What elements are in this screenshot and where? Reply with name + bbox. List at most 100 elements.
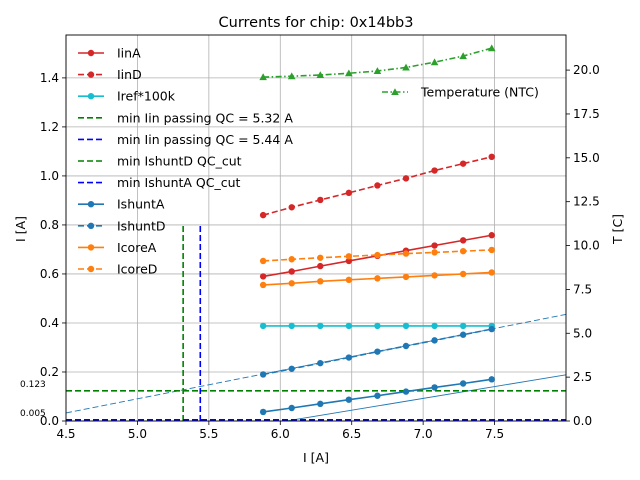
x-tick-label: 7.5	[485, 427, 504, 441]
legend: IinA IinD Iref*100k min Iin passing QC = 5.…	[78, 46, 293, 277]
series-ishuntd-point	[459, 331, 467, 338]
y-axis-label: I [A]	[13, 216, 28, 242]
series-iref-100k-point	[402, 322, 410, 330]
legend-label: Temperature (NTC)	[420, 85, 539, 100]
series-ishuntd-point	[317, 359, 324, 367]
series-ishunta-point	[431, 384, 438, 391]
series-icorea-point	[345, 276, 353, 284]
legend-label: IcoreD	[117, 262, 157, 277]
series-iref-100k-point	[345, 322, 353, 330]
series-iina-point	[459, 237, 467, 244]
ishunta-fit-line	[283, 374, 566, 421]
series-temperature-ntc-point	[430, 58, 439, 66]
series-iind-point	[259, 211, 267, 219]
series-iref-100k-point	[459, 322, 467, 330]
series-iind-point	[374, 182, 381, 189]
series-icorea-point	[317, 278, 324, 285]
series-iref-100k-point	[431, 322, 438, 330]
series-iina-point	[288, 268, 295, 275]
y2-tick-label: 7.5	[573, 282, 592, 296]
legend-label: min IshuntA QC_cut	[117, 175, 241, 190]
series-ishunta-point	[345, 396, 353, 403]
series-ishunta-point	[374, 392, 381, 399]
series-ishuntd-point	[402, 342, 410, 350]
legend-label: IcoreA	[117, 240, 157, 255]
series-ishuntd-point	[431, 337, 438, 344]
series-icored-point	[488, 246, 495, 254]
series-iind-point	[431, 167, 438, 174]
series-iref-100k-point	[288, 322, 295, 330]
series-iref-100k-point	[317, 322, 324, 330]
series-ishuntd-point	[288, 365, 295, 372]
series-icored-point	[431, 249, 438, 256]
series-icored-point	[374, 251, 381, 259]
series-temperature-ntc-point	[373, 67, 382, 75]
hline-label: 0.123	[20, 380, 46, 390]
series-ishunta-point	[288, 404, 295, 412]
y2-tick-label: 5.0	[573, 326, 592, 340]
series-ishunta-point	[259, 408, 267, 416]
series-icorea-point	[402, 273, 410, 281]
legend-entry-min-ishuntd-qc-cut: min IshuntD QC_cut	[78, 154, 242, 169]
series-icorea-point	[431, 272, 438, 279]
series-ishunta-point	[459, 380, 467, 387]
series-icored-point	[259, 257, 267, 265]
legend-entry-icored: IcoreD	[78, 262, 157, 277]
series-temperature-ntc-point	[287, 72, 296, 80]
series-icorea-point	[374, 275, 381, 282]
y2-tick-label: 2.5	[573, 370, 592, 384]
x-tick-label: 5.0	[128, 427, 147, 441]
series-icored-point	[402, 250, 410, 257]
legend-entry-ishunta: IshuntA	[78, 197, 165, 212]
legend-entry-min-ishunta-qc-cut: min IshuntA QC_cut	[78, 175, 241, 190]
series-iref-100k-point	[374, 322, 381, 330]
legend-marker	[391, 88, 399, 96]
y-tick-label: 0.4	[40, 316, 59, 330]
series-ishuntd-point	[345, 354, 353, 361]
y2-tick-label: 15.0	[573, 151, 600, 165]
legend-entry-ishuntd: IshuntD	[78, 218, 166, 233]
series-icored-point	[317, 254, 324, 261]
series-iind-point	[488, 153, 495, 161]
y-tick-label: 0.8	[40, 218, 59, 232]
legend-entry-min-iin-passing-qc-5-44-a: min Iin passing QC = 5.44 A	[78, 132, 293, 147]
hline-label: 0.005	[20, 409, 46, 419]
legend-entry-icorea: IcoreA	[78, 240, 157, 255]
axes-frame	[65, 34, 567, 422]
y-tick-label: 1.4	[40, 71, 59, 85]
series-iina-point	[317, 262, 324, 270]
axes: 4.5 5.0 5.5 6.0 6.5 7.0 7.5 0.0 0.2 0.4 0.6 0.8 1.0 1…	[40, 34, 600, 441]
legend-temperature: Temperature (NTC)	[382, 85, 539, 100]
series-temperature-ntc-point	[259, 73, 267, 81]
series-ishuntd-point	[259, 371, 267, 378]
series-ishuntd-point	[374, 348, 381, 355]
legend-marker	[87, 71, 95, 78]
y-tick-label: 0.0	[40, 414, 59, 428]
series-icorea-point	[488, 269, 495, 276]
legend-entry-min-iin-passing-qc-5-32-a: min Iin passing QC = 5.32 A	[78, 110, 293, 125]
x-tick-label: 6.5	[342, 427, 361, 441]
legend-marker	[87, 222, 95, 229]
series-iina-point	[488, 232, 495, 239]
y2-tick-label: 20.0	[573, 63, 600, 77]
legend-entry-iind: IinD	[78, 67, 142, 82]
legend-marker	[87, 49, 95, 57]
series-iina-point	[345, 257, 353, 265]
y-tick-label: 1.2	[40, 120, 59, 134]
series-temperature-ntc-point	[402, 63, 410, 71]
series-iind-point	[288, 204, 295, 211]
x-axis-label: I [A]	[303, 450, 329, 465]
legend-label: IshuntD	[117, 218, 166, 233]
y-tick-label: 0.2	[40, 365, 59, 379]
legend-entry-temperature-ntc: Temperature (NTC)	[382, 85, 539, 100]
legend-marker	[87, 265, 95, 273]
series-ishuntd-line	[262, 328, 492, 376]
series-icored-point	[459, 247, 467, 255]
series-ishuntd-point	[488, 325, 495, 333]
legend-entry-iina: IinA	[78, 46, 141, 61]
series-temperature-ntc-point	[345, 69, 353, 77]
series-icored-point	[345, 253, 353, 260]
series-iina-point	[259, 273, 267, 280]
legend-marker	[87, 93, 95, 100]
